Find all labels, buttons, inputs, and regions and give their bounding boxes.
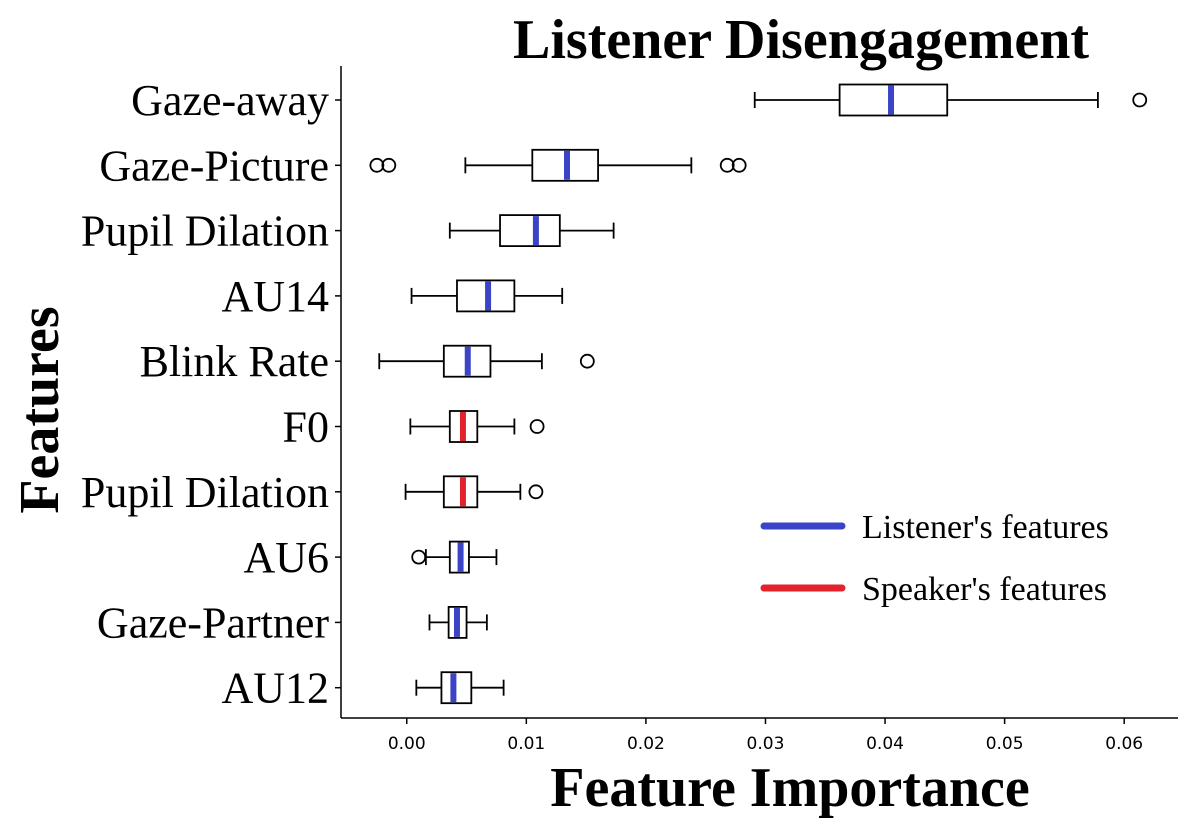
y-category-label: F0 bbox=[283, 403, 329, 452]
box-1 bbox=[369, 148, 747, 182]
y-ticks-layer: Gaze-away Gaze-Picture Pupil Dilation AU14 B… bbox=[81, 76, 341, 713]
x-tick-label: 0.05 bbox=[986, 734, 1024, 754]
x-tick-label: 0.06 bbox=[1105, 734, 1143, 754]
iqr-box bbox=[499, 214, 561, 248]
box-8 bbox=[428, 606, 488, 639]
y-category-label: Gaze-Picture bbox=[99, 141, 329, 190]
outlier-point bbox=[579, 353, 595, 369]
boxes-layer bbox=[369, 83, 1148, 705]
box-7 bbox=[411, 540, 498, 574]
x-tick-label: 0.02 bbox=[627, 734, 665, 754]
outlier-point bbox=[731, 157, 747, 173]
y-axis-title: Features bbox=[9, 306, 71, 513]
y-category-label: Blink Rate bbox=[140, 337, 329, 386]
y-category-label: Gaze-away bbox=[131, 76, 329, 125]
outlier-point bbox=[381, 157, 397, 173]
chart-title: Listener Disengagement bbox=[513, 9, 1089, 71]
x-tick-label: 0.04 bbox=[866, 734, 904, 754]
x-tick-label: 0.00 bbox=[388, 734, 426, 754]
x-axis-title: Feature Importance bbox=[550, 757, 1030, 819]
outlier-point bbox=[369, 157, 385, 173]
y-category-label: Pupil Dilation bbox=[81, 207, 329, 256]
box-4 bbox=[378, 344, 595, 378]
x-tick-label: 0.01 bbox=[507, 734, 545, 754]
outlier-point bbox=[529, 419, 545, 434]
box-6 bbox=[404, 475, 544, 509]
box-5 bbox=[409, 410, 545, 443]
x-tick-label: 0.03 bbox=[747, 734, 785, 754]
box-9 bbox=[415, 671, 505, 705]
box-0 bbox=[753, 83, 1148, 117]
legend-label-speaker: Speaker's features bbox=[862, 571, 1107, 608]
y-category-label: Gaze-Partner bbox=[97, 598, 329, 647]
y-category-label: AU12 bbox=[221, 664, 329, 713]
legend: Listener's features Speaker's features bbox=[760, 509, 1109, 608]
outlier-point bbox=[719, 157, 735, 173]
outlier-point bbox=[528, 484, 544, 500]
y-category-label: Pupil Dilation bbox=[81, 468, 329, 517]
y-category-label: AU6 bbox=[243, 533, 329, 582]
legend-label-listener: Listener's features bbox=[862, 509, 1109, 546]
outlier-point bbox=[1132, 92, 1148, 108]
box-3 bbox=[410, 279, 564, 313]
box-2 bbox=[448, 214, 615, 248]
y-category-label: AU14 bbox=[221, 272, 329, 321]
x-ticks-layer: 0.00 0.01 0.02 0.03 0.04 0.05 0.06 bbox=[388, 718, 1143, 754]
outlier-point bbox=[411, 549, 427, 565]
